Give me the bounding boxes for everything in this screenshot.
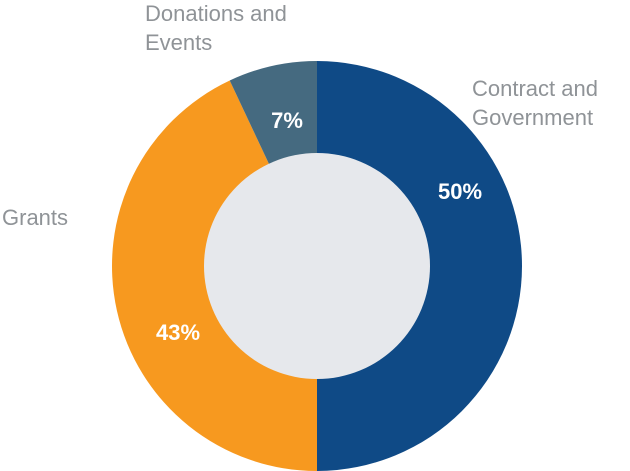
slice-category-label-line: Contract and	[472, 76, 598, 101]
slice-category-label: Grants	[2, 205, 68, 230]
donut-center	[204, 153, 430, 379]
labels-layer: 50% Contract and Government 43% Grants 7% Dona…	[2, 1, 598, 345]
slice-category-label-line: Events	[145, 30, 212, 55]
slice-value-label: 43%	[156, 320, 200, 345]
slice-category-label-line: Government	[472, 105, 593, 130]
slice-category-label-line: Grants	[2, 205, 68, 230]
slice-category-label: Contract and Government	[472, 76, 598, 130]
slice-value-label: 50%	[438, 179, 482, 204]
slice-category-label: Donations and Events	[145, 1, 287, 55]
slice-value-label: 7%	[271, 108, 303, 133]
slice-category-label-line: Donations and	[145, 1, 287, 26]
